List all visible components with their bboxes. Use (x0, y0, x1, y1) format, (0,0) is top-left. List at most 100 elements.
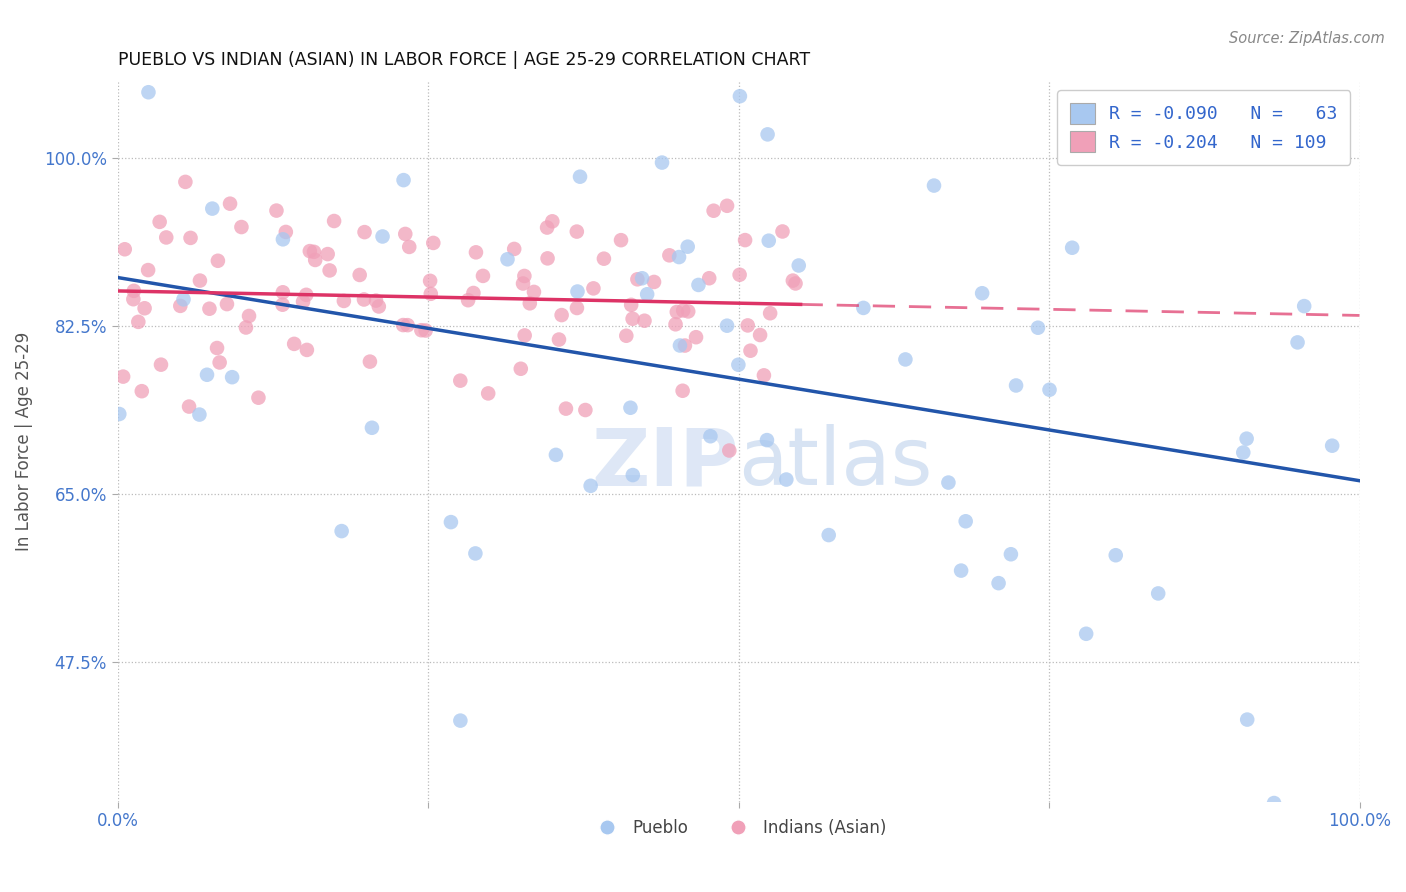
Point (555, 401, 578, 416)
Point (894, 352, 917, 367)
Point (676, 240, 699, 254)
Text: PUEBLO VS INDIAN (ASIAN) IN LABOR FORCE | AGE 25-29 CORRELATION CHART: PUEBLO VS INDIAN (ASIAN) IN LABOR FORCE … (118, 51, 810, 69)
Point (509, 361, 531, 376)
Point (593, 252, 616, 266)
Point (544, 448, 567, 462)
Point (271, 285, 294, 300)
Point (621, 311, 644, 326)
Point (177, 400, 200, 414)
Point (631, 271, 654, 285)
Point (676, 304, 699, 318)
Point (699, 429, 721, 443)
Point (361, 421, 384, 435)
Text: atlas: atlas (738, 424, 934, 502)
Point (673, 338, 696, 352)
Point (208, 355, 231, 369)
Point (371, 229, 394, 244)
Point (755, 433, 778, 447)
Point (238, 309, 260, 323)
Point (464, 546, 486, 560)
Point (727, 358, 749, 372)
Point (756, 128, 779, 142)
Point (697, 271, 720, 285)
Point (295, 343, 318, 357)
Point (419, 274, 441, 288)
Point (513, 328, 536, 343)
Point (972, 286, 994, 301)
Point (567, 285, 589, 299)
Point (235, 320, 257, 334)
Point (150, 358, 173, 372)
Point (302, 244, 325, 259)
Point (643, 275, 665, 289)
Point (274, 225, 297, 239)
Point (817, 528, 839, 542)
Point (669, 338, 692, 352)
Point (195, 368, 218, 382)
Point (536, 220, 558, 235)
Point (785, 277, 807, 291)
Point (283, 337, 305, 351)
Point (610, 233, 633, 247)
Point (398, 240, 420, 254)
Point (422, 235, 444, 250)
Point (565, 301, 588, 315)
Point (465, 245, 488, 260)
Point (574, 403, 596, 417)
Point (569, 169, 592, 184)
Point (180, 231, 202, 245)
Point (169, 299, 191, 313)
Point (496, 252, 519, 267)
Point (394, 227, 416, 241)
Point (775, 473, 797, 487)
Point (477, 386, 499, 401)
Point (579, 479, 602, 493)
Point (782, 274, 804, 288)
Point (1294, 299, 1316, 313)
Point (112, 369, 135, 384)
Point (457, 293, 479, 308)
Point (472, 268, 495, 283)
Point (215, 297, 238, 311)
Point (188, 274, 211, 288)
Text: ZIP: ZIP (592, 424, 738, 502)
Point (718, 443, 741, 458)
Point (614, 328, 637, 343)
Point (292, 294, 315, 309)
Point (353, 225, 375, 239)
Point (415, 324, 437, 338)
Point (503, 242, 526, 256)
Point (651, 155, 673, 169)
Point (122, 284, 145, 298)
Point (665, 305, 688, 319)
Point (323, 214, 346, 228)
Point (271, 298, 294, 312)
Point (922, 178, 945, 193)
Point (758, 234, 780, 248)
Point (685, 330, 707, 344)
Point (188, 408, 211, 422)
Point (108, 407, 131, 421)
Point (1236, 432, 1258, 446)
Point (1236, 713, 1258, 727)
Point (752, 368, 775, 383)
Point (620, 298, 643, 312)
Point (541, 214, 564, 228)
Point (173, 293, 195, 307)
Point (333, 293, 356, 308)
Point (728, 268, 751, 282)
Point (316, 247, 339, 261)
Point (1263, 796, 1285, 810)
Point (550, 308, 572, 322)
Point (318, 263, 340, 277)
Point (205, 341, 228, 355)
Point (131, 384, 153, 399)
Point (749, 328, 772, 343)
Point (440, 515, 463, 529)
Point (207, 253, 229, 268)
Point (759, 306, 782, 320)
Point (636, 287, 658, 301)
Point (737, 318, 759, 333)
Point (672, 303, 695, 318)
Point (364, 293, 387, 308)
